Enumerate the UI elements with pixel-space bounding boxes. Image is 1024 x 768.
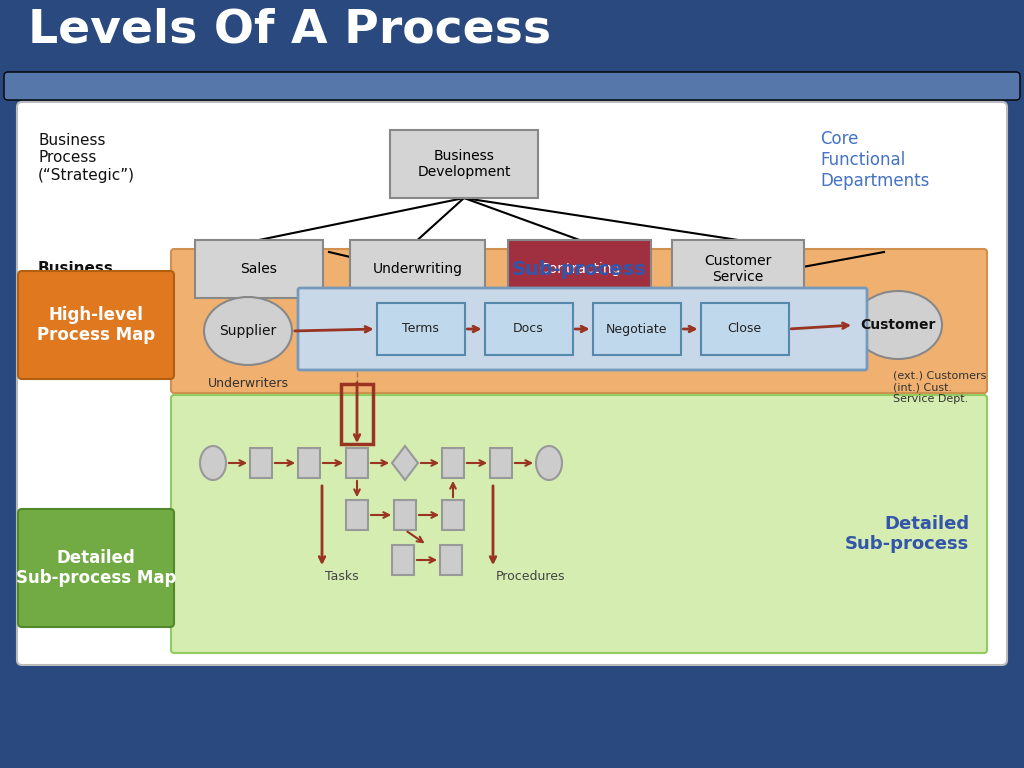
Bar	[442, 448, 464, 478]
Text: Customer: Customer	[860, 318, 936, 332]
Bar	[341, 384, 373, 444]
Bar	[298, 448, 319, 478]
Text: Detailed
Sub-process: Detailed Sub-process	[845, 515, 969, 554]
Text: Underwriting: Underwriting	[373, 262, 463, 276]
FancyBboxPatch shape	[390, 130, 538, 198]
Text: (ext.) Customers
(int.) Cust.
Service Dept.: (ext.) Customers (int.) Cust. Service De…	[893, 371, 986, 404]
FancyBboxPatch shape	[4, 72, 1020, 100]
Bar	[250, 448, 272, 478]
FancyBboxPatch shape	[17, 102, 1007, 665]
Text: Supplier: Supplier	[219, 324, 276, 338]
FancyBboxPatch shape	[350, 240, 485, 298]
Text: Sub-process: Sub-process	[512, 260, 646, 279]
Text: Tasks: Tasks	[325, 570, 358, 583]
Text: High-level
Process Map: High-level Process Map	[37, 306, 155, 344]
Bar	[392, 545, 414, 575]
Text: Business
Process
(“Strategic”): Business Process (“Strategic”)	[38, 133, 135, 183]
Bar	[442, 500, 464, 530]
Polygon shape	[392, 446, 418, 480]
FancyBboxPatch shape	[672, 240, 804, 298]
Text: Customer
Service: Customer Service	[705, 254, 772, 284]
Text: Sales: Sales	[241, 262, 278, 276]
Text: Contracting: Contracting	[539, 262, 621, 276]
Bar	[346, 448, 368, 478]
Ellipse shape	[536, 446, 562, 480]
Ellipse shape	[854, 291, 942, 359]
Text: Underwriters: Underwriters	[208, 377, 289, 390]
Text: Close: Close	[727, 323, 762, 336]
Text: Docs: Docs	[513, 323, 544, 336]
Text: Procedures: Procedures	[496, 570, 565, 583]
Text: Business
Processes: Business Processes	[38, 261, 124, 293]
FancyBboxPatch shape	[195, 240, 323, 298]
Bar	[346, 500, 368, 530]
FancyBboxPatch shape	[18, 271, 174, 379]
FancyBboxPatch shape	[700, 303, 788, 355]
FancyBboxPatch shape	[484, 303, 572, 355]
Text: Negotiate: Negotiate	[606, 323, 668, 336]
FancyBboxPatch shape	[18, 509, 174, 627]
FancyBboxPatch shape	[377, 303, 465, 355]
Bar	[490, 448, 512, 478]
Ellipse shape	[200, 446, 226, 480]
Text: Levels Of A Process: Levels Of A Process	[28, 8, 551, 52]
FancyBboxPatch shape	[171, 249, 987, 393]
FancyBboxPatch shape	[508, 240, 651, 298]
Bar	[440, 545, 462, 575]
Bar	[394, 500, 416, 530]
FancyBboxPatch shape	[171, 395, 987, 653]
Text: Core
Functional
Departments: Core Functional Departments	[820, 130, 930, 190]
Text: Business
Development: Business Development	[417, 149, 511, 179]
FancyBboxPatch shape	[593, 303, 681, 355]
Text: Terms: Terms	[402, 323, 439, 336]
FancyBboxPatch shape	[298, 288, 867, 370]
Ellipse shape	[204, 297, 292, 365]
Text: Detailed
Sub-process Map: Detailed Sub-process Map	[15, 548, 176, 588]
